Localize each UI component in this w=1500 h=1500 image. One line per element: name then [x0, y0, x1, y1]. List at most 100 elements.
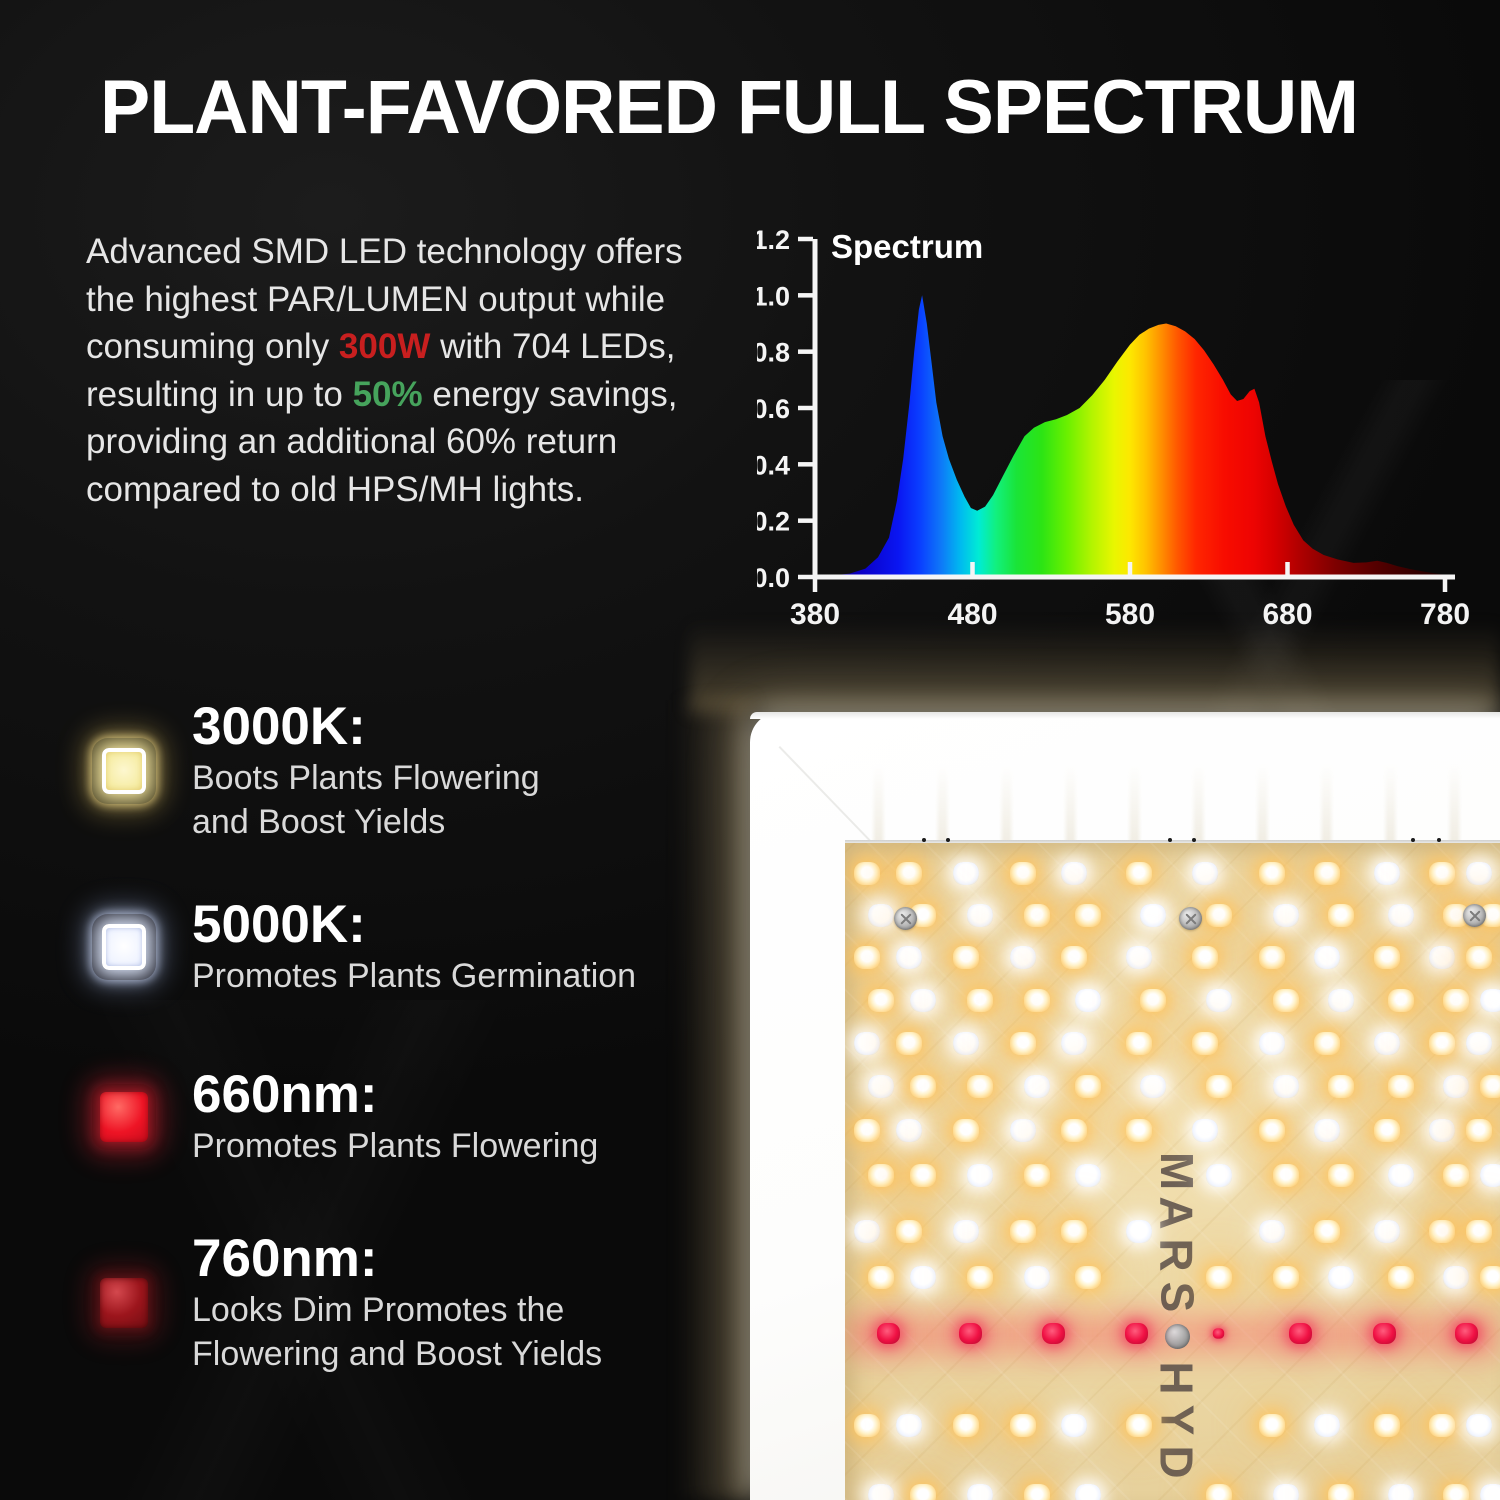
screw — [1179, 907, 1202, 930]
cool-white-led — [1075, 989, 1101, 1012]
feature-desc-line: Looks Dim Promotes the — [192, 1291, 565, 1329]
cool-white-led — [1314, 1414, 1340, 1437]
cool-white-led — [1480, 989, 1500, 1012]
led-chip-core — [100, 1278, 148, 1328]
y-tick-label: 0.2 — [757, 507, 790, 537]
seam-dot — [1192, 838, 1196, 842]
red-led — [1289, 1323, 1312, 1344]
cool-white-led — [1126, 1220, 1152, 1243]
feature-item-660nm: 660nm: Promotes Plants Flowering — [92, 1066, 598, 1168]
cool-white-led — [1388, 1164, 1414, 1187]
feature-text: 5000K: Promotes Plants Germination — [192, 896, 636, 998]
cool-white-led — [1126, 946, 1152, 969]
warm-white-led — [1140, 989, 1166, 1012]
warm-white-led — [1206, 1075, 1232, 1098]
feature-text: 760nm: Looks Dim Promotes the Flowering a… — [192, 1230, 602, 1376]
warm-white-led — [1010, 862, 1036, 885]
red-led — [1455, 1323, 1478, 1344]
brand-letter: M — [1150, 1151, 1203, 1189]
brand-letter: R — [1150, 1238, 1203, 1270]
intro-line: Advanced SMD LED technology offers — [86, 228, 683, 276]
warm-white-led — [896, 1220, 922, 1243]
warm-white-led — [1388, 989, 1414, 1012]
warm-white-led — [1273, 1266, 1299, 1289]
screw — [1463, 904, 1486, 927]
cool-white-led — [1075, 1484, 1101, 1500]
y-tick-label: 0.0 — [757, 563, 790, 593]
warm-white-led — [1429, 1032, 1455, 1055]
brand-letter: H — [1150, 1361, 1203, 1393]
warm-white-led — [868, 1266, 894, 1289]
red-led-chip-icon — [92, 1084, 156, 1150]
cool-white-led — [953, 862, 979, 885]
frame-light-reflections — [845, 764, 1495, 844]
red-led — [1042, 1323, 1065, 1344]
cool-white-led — [1328, 1266, 1354, 1289]
warm-white-led — [953, 1119, 979, 1142]
y-tick-label: 0.8 — [757, 338, 790, 368]
warm-white-led — [1480, 1266, 1500, 1289]
cool-white-led — [896, 946, 922, 969]
cool-white-led — [910, 989, 936, 1012]
warm-white-led — [1206, 1266, 1232, 1289]
warm-white-led — [967, 1075, 993, 1098]
cool-white-led — [868, 1484, 894, 1500]
cool-white-led — [1075, 1164, 1101, 1187]
feature-heading: 3000K: — [192, 697, 366, 756]
cool-white-led — [910, 1266, 936, 1289]
feature-item-5000k: 5000K: Promotes Plants Germination — [92, 896, 636, 998]
warm-white-led — [1429, 1220, 1455, 1243]
warm-white-led — [1328, 1164, 1354, 1187]
warm-white-led — [1192, 1032, 1218, 1055]
warm-white-led — [1206, 1484, 1232, 1500]
cool-white-led — [1140, 904, 1166, 927]
warm-white-led — [1010, 1220, 1036, 1243]
warm-white-led — [1314, 862, 1340, 885]
warm-white-led — [854, 1119, 880, 1142]
cool-white-led — [1388, 904, 1414, 927]
warm-white-led — [896, 1032, 922, 1055]
warm-white-led — [868, 1164, 894, 1187]
warm-white-led — [1024, 904, 1050, 927]
warm-white-led — [1024, 1164, 1050, 1187]
seam-dot — [922, 838, 926, 842]
intro-line: the highest PAR/LUMEN output while — [86, 276, 683, 324]
warm-white-led — [1061, 1119, 1087, 1142]
cool-white-led — [1273, 904, 1299, 927]
intro-line: consuming only 300W with 704 LEDs, — [86, 323, 683, 371]
intro-paragraph: Advanced SMD LED technology offers the hi… — [86, 228, 683, 513]
intro-highlight-green: 50% — [352, 374, 423, 414]
warm-white-led — [1259, 1119, 1285, 1142]
intro-line: resulting in up to 50% energy savings, — [86, 371, 683, 419]
cool-white-led — [1192, 862, 1218, 885]
feature-heading: 760nm: — [192, 1229, 378, 1288]
cool-white-led — [1466, 862, 1492, 885]
warm-white-led — [1010, 1414, 1036, 1437]
cool-white-led — [1061, 862, 1087, 885]
chart-title: Spectrum — [831, 228, 983, 265]
warm-white-led — [1206, 904, 1232, 927]
warm-white-led — [1374, 1119, 1400, 1142]
cool-white-led — [1010, 1119, 1036, 1142]
warm-white-led — [1388, 1266, 1414, 1289]
warm-white-led — [1061, 946, 1087, 969]
cool-white-led — [967, 904, 993, 927]
warm-white-led — [1126, 862, 1152, 885]
cool-white-led — [1466, 1414, 1492, 1437]
seam-dot — [1168, 838, 1172, 842]
cool-white-led — [1388, 1484, 1414, 1500]
cool-white-led — [854, 1032, 880, 1055]
intro-text: compared to old HPS/MH lights. — [86, 469, 584, 509]
warm-white-led — [967, 1266, 993, 1289]
cool-white-led — [1273, 1484, 1299, 1500]
cool-white-led — [953, 1032, 979, 1055]
warm-white-led — [1328, 1075, 1354, 1098]
feature-description: Looks Dim Promotes the Flowering and Boos… — [192, 1288, 602, 1376]
y-tick-label: 0.4 — [757, 450, 790, 480]
warm-white-led — [1374, 1414, 1400, 1437]
feature-heading: 660nm: — [192, 1065, 378, 1124]
intro-text: providing an additional 60% return — [86, 422, 618, 461]
